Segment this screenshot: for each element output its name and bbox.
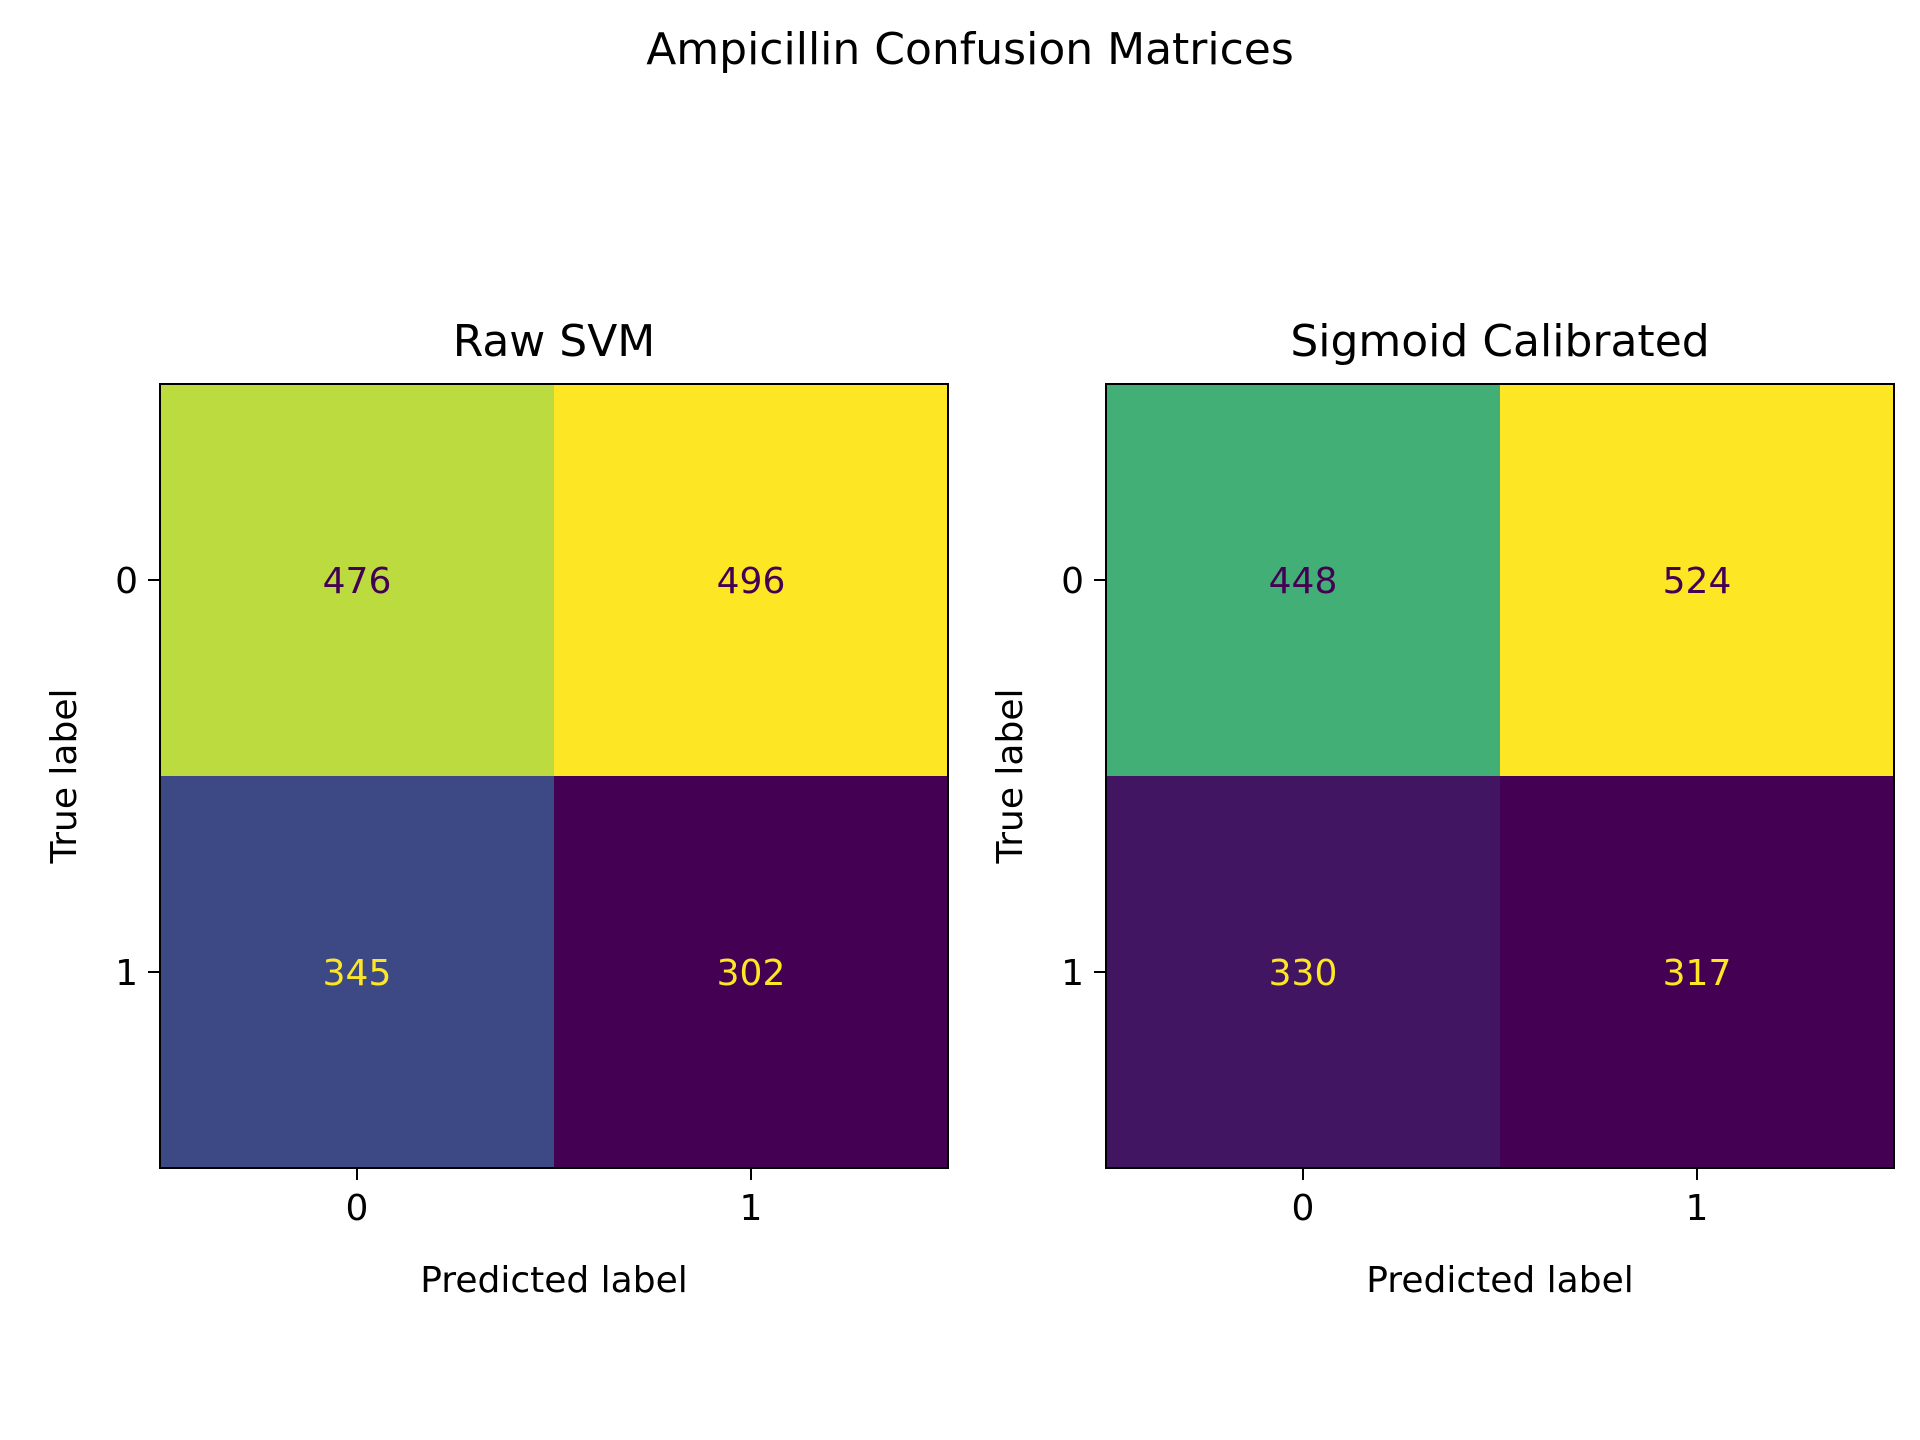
x-tick-label: 0	[346, 1188, 369, 1229]
cell-value-0-0: 476	[323, 561, 392, 602]
x-tick-label: 1	[1686, 1188, 1709, 1229]
figure-title: Ampicillin Confusion Matrices	[646, 24, 1294, 75]
panel-title: Sigmoid Calibrated	[1290, 316, 1709, 367]
cell-0-1	[554, 384, 948, 776]
x-tick-label: 0	[1292, 1188, 1315, 1229]
cell-0-0	[160, 384, 554, 776]
cell-0-0	[1106, 384, 1500, 776]
y-axis-label: True label	[990, 689, 1031, 865]
cell-value-0-0: 448	[1269, 561, 1338, 602]
cell-1-1	[554, 776, 948, 1168]
cell-1-0	[160, 776, 554, 1168]
x-axis-label: Predicted label	[420, 1260, 688, 1301]
cell-0-1	[1500, 384, 1894, 776]
panel-raw-svm: Raw SVM 476 496 345 302 0 1 0 1 Predicted labe…	[44, 316, 949, 1301]
y-tick-label: 0	[1061, 561, 1084, 602]
y-tick-label: 0	[115, 561, 138, 602]
y-tick-label: 1	[1061, 953, 1084, 994]
cell-value-1-0: 345	[323, 953, 392, 994]
panel-title: Raw SVM	[453, 316, 656, 367]
cell-1-1	[1500, 776, 1894, 1168]
cell-1-0	[1106, 776, 1500, 1168]
panel-sigmoid-calibrated: Sigmoid Calibrated 448 524 330 317 0 1 0 1 Pre…	[990, 316, 1895, 1301]
cell-value-0-1: 524	[1663, 561, 1732, 602]
y-axis-label: True label	[44, 689, 85, 865]
axes-frame	[1105, 383, 1895, 1169]
cell-value-1-1: 302	[717, 953, 786, 994]
cell-value-1-0: 330	[1269, 953, 1338, 994]
x-axis-label: Predicted label	[1366, 1260, 1634, 1301]
cell-value-0-1: 496	[717, 561, 786, 602]
axes-frame	[159, 383, 949, 1169]
cell-value-1-1: 317	[1663, 953, 1732, 994]
x-tick-label: 1	[740, 1188, 763, 1229]
y-tick-label: 1	[115, 953, 138, 994]
